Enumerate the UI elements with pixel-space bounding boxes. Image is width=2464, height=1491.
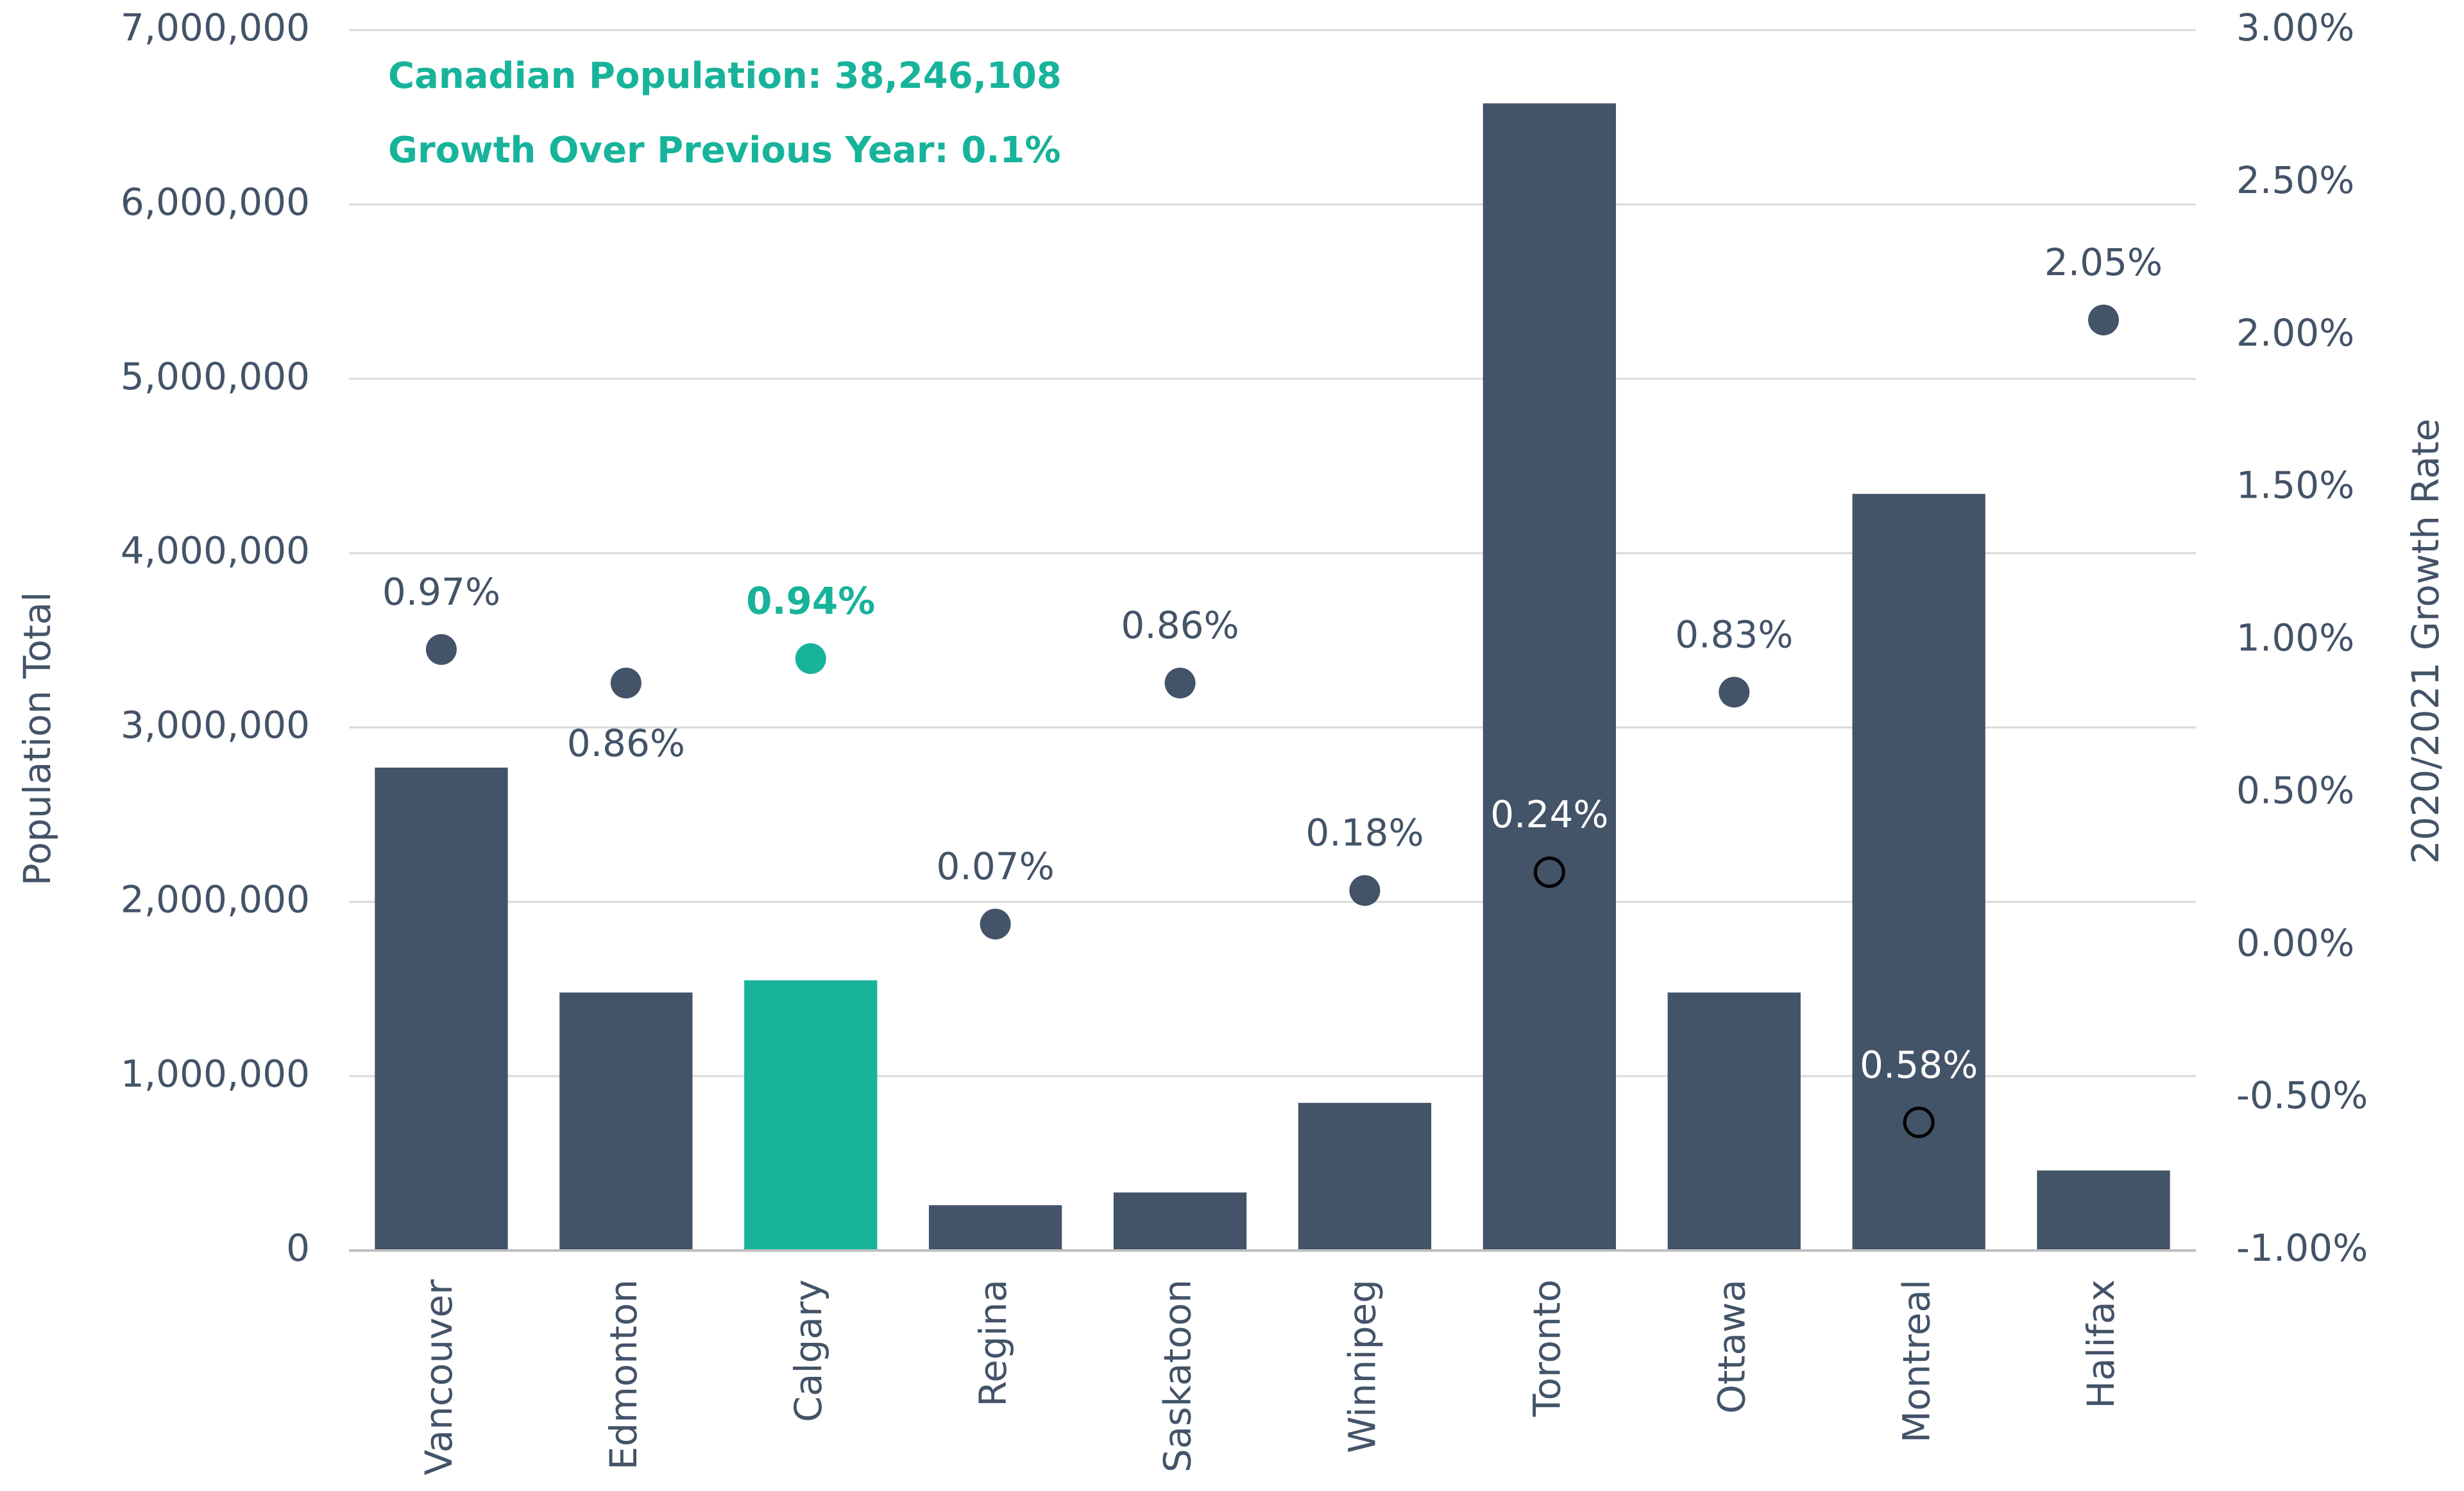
- y2-tick-label: -1.00%: [2236, 1226, 2368, 1270]
- data-label: 2.05%: [2044, 240, 2162, 284]
- y-tick-label: 0: [286, 1226, 310, 1270]
- y-tick-label: 3,000,000: [121, 703, 310, 747]
- y2-tick-label: 0.50%: [2236, 768, 2354, 812]
- x-tick-label: Ottawa: [1710, 1279, 1753, 1414]
- y-tick-label: 6,000,000: [121, 180, 310, 224]
- point: [980, 908, 1011, 939]
- y-tick-label: 4,000,000: [121, 529, 310, 573]
- y2-tick-label: -0.50%: [2236, 1074, 2368, 1117]
- x-tick-label: Regina: [971, 1279, 1015, 1407]
- x-tick-label: Montreal: [1894, 1279, 1938, 1443]
- x-tick-label: Toronto: [1525, 1279, 1568, 1417]
- data-label: 0.24%: [1490, 793, 1608, 836]
- data-label: 0.94%: [746, 579, 875, 623]
- point: [795, 643, 826, 675]
- point: [1719, 677, 1750, 708]
- bar: [1298, 1102, 1432, 1251]
- data-label: 0.83%: [1675, 612, 1793, 656]
- data-label: 0.58%: [1860, 1043, 1978, 1086]
- y2-tick-label: 1.50%: [2236, 464, 2354, 507]
- y-tick-label: 7,000,000: [121, 6, 310, 49]
- point: [610, 668, 641, 699]
- x-tick-label: Calgary: [786, 1279, 830, 1422]
- y2-tick-label: 2.50%: [2236, 158, 2354, 202]
- point: [1533, 856, 1565, 888]
- x-tick-label: Saskatoon: [1156, 1279, 1200, 1472]
- y2-tick-label: 2.00%: [2236, 311, 2354, 355]
- bar: [929, 1205, 1062, 1251]
- data-label: 0.97%: [382, 570, 500, 614]
- y2-tick-label: 0.00%: [2236, 921, 2354, 965]
- y2-tick-label: 1.00%: [2236, 616, 2354, 660]
- point: [2088, 304, 2120, 335]
- x-tick-label: Vancouver: [417, 1279, 461, 1476]
- bar: [2037, 1170, 2170, 1251]
- bar: [744, 980, 878, 1251]
- y-axis-title: Population Total: [15, 592, 59, 886]
- data-label: 0.18%: [1305, 811, 1423, 855]
- data-label: 0.07%: [937, 845, 1055, 888]
- y2-tick-label: 3.00%: [2236, 6, 2354, 49]
- x-tick-label: Winnipeg: [1341, 1279, 1384, 1453]
- point: [1903, 1106, 1935, 1138]
- bar: [1483, 103, 1616, 1251]
- y-tick-label: 1,000,000: [121, 1052, 310, 1095]
- y2-axis-title: 2020/2021 Growth Rate: [2404, 419, 2447, 864]
- point: [1349, 875, 1381, 906]
- annotation: Canadian Population: 38,246,108: [388, 55, 1062, 97]
- annotation: Growth Over Previous Year: 0.1%: [388, 130, 1061, 171]
- point: [425, 634, 457, 665]
- x-tick-label: Edmonton: [602, 1279, 645, 1470]
- bar: [559, 992, 693, 1251]
- data-label: 0.86%: [1121, 603, 1239, 647]
- bar: [1852, 494, 1985, 1251]
- bar: [1113, 1192, 1247, 1251]
- x-tick-label: Halifax: [2079, 1279, 2123, 1409]
- bar: [1667, 992, 1801, 1251]
- data-label: 0.86%: [567, 721, 685, 765]
- point: [1164, 668, 1196, 699]
- y-tick-label: 5,000,000: [121, 355, 310, 398]
- bar: [375, 767, 508, 1251]
- y-tick-label: 2,000,000: [121, 877, 310, 921]
